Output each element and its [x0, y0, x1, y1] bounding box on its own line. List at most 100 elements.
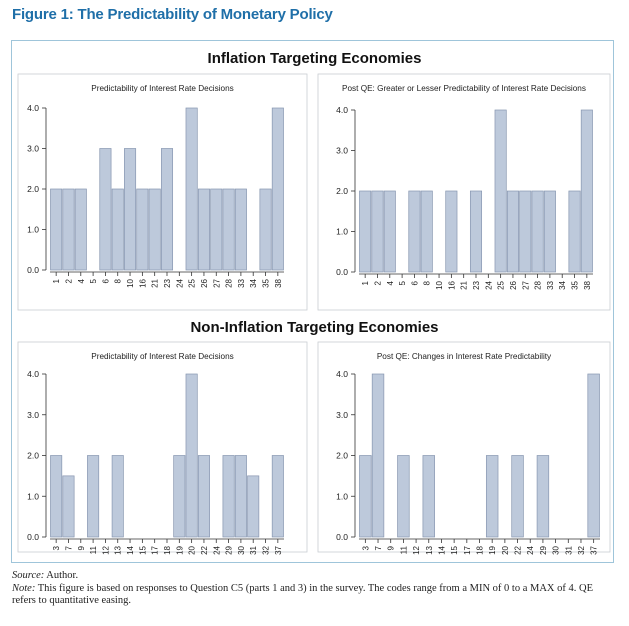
bar-nit-predictability-20 [185, 373, 198, 538]
bar-it-predictability-4 [74, 188, 87, 271]
bar-nit-predictability-31 [247, 475, 260, 538]
panel-border-nit-post-qe [317, 341, 611, 553]
bar-nit-post-qe-13 [422, 455, 435, 538]
y-tick-label-it-predictability: 4.0 [27, 103, 39, 113]
x-tick-label-it-predictability-24: 24 [175, 278, 184, 287]
x-tick-label-nit-post-qe-29: 29 [539, 545, 548, 554]
bar-it-predictability-38 [271, 107, 284, 271]
x-tick-label-it-predictability-16: 16 [138, 278, 147, 287]
y-tick-label-it-post-qe: 3.0 [336, 146, 348, 156]
x-tick-label-it-predictability-38: 38 [274, 278, 283, 287]
x-tick-label-it-post-qe-34: 34 [558, 280, 567, 289]
x-tick-label-nit-predictability-32: 32 [262, 545, 271, 554]
bar-it-predictability-1 [50, 188, 63, 271]
x-tick-label-nit-post-qe-18: 18 [476, 545, 485, 554]
x-tick-label-it-predictability-5: 5 [89, 278, 98, 283]
x-tick-label-nit-predictability-20: 20 [188, 545, 197, 554]
x-tick-label-nit-post-qe-20: 20 [501, 545, 510, 554]
x-tick-label-it-predictability-23: 23 [163, 278, 172, 287]
bar-it-post-qe-26 [506, 190, 519, 273]
y-tick-label-it-predictability: 3.0 [27, 144, 39, 154]
x-tick-label-it-predictability-10: 10 [126, 278, 135, 287]
x-tick-label-nit-predictability-19: 19 [175, 545, 184, 554]
bar-nit-predictability-7 [62, 475, 75, 538]
x-tick-label-it-post-qe-33: 33 [546, 280, 555, 289]
panel-border-nit-predictability [17, 341, 308, 553]
x-tick-label-it-predictability-25: 25 [188, 278, 197, 287]
y-tick-label-it-post-qe: 0.0 [336, 267, 348, 277]
bar-it-post-qe-38 [580, 109, 593, 273]
x-tick-label-nit-predictability-12: 12 [101, 545, 110, 554]
bar-it-predictability-28 [222, 188, 235, 271]
y-tick-label-nit-predictability: 0.0 [27, 532, 39, 542]
y-tick-label-nit-predictability: 4.0 [27, 369, 39, 379]
x-tick-label-nit-post-qe-37: 37 [590, 545, 599, 554]
bar-it-predictability-10 [124, 148, 137, 271]
bar-it-predictability-35 [259, 188, 272, 271]
x-tick-label-it-predictability-26: 26 [200, 278, 209, 287]
x-tick-label-nit-post-qe-7: 7 [374, 545, 383, 550]
x-tick-label-it-post-qe-23: 23 [472, 280, 481, 289]
panel-title-nit-post-qe: Post QE: Changes in Interest Rate Predic… [377, 352, 552, 361]
bar-it-predictability-21 [148, 188, 161, 271]
panel-border-it-predictability [17, 73, 308, 311]
y-tick-label-it-predictability: 0.0 [27, 265, 39, 275]
x-tick-label-nit-post-qe-11: 11 [399, 545, 408, 554]
bar-it-predictability-25 [185, 107, 198, 271]
bar-nit-post-qe-19 [485, 455, 499, 538]
x-tick-label-nit-predictability-18: 18 [163, 545, 172, 554]
bar-nit-post-qe-11 [397, 455, 410, 538]
section-title-inflation-targeting: Inflation Targeting Economies [207, 50, 422, 67]
x-tick-label-it-post-qe-25: 25 [497, 280, 506, 289]
bar-it-post-qe-1 [359, 190, 372, 273]
x-tick-label-nit-post-qe-3: 3 [361, 545, 370, 550]
y-tick-label-nit-post-qe: 4.0 [336, 369, 348, 379]
x-tick-label-nit-post-qe-19: 19 [488, 545, 497, 554]
bar-it-predictability-6 [99, 148, 112, 271]
bar-it-post-qe-4 [383, 190, 396, 273]
x-tick-label-it-predictability-1: 1 [52, 278, 61, 283]
section-title-non-inflation-targeting: Non-Inflation Targeting Economies [190, 319, 439, 336]
x-tick-label-nit-predictability-31: 31 [249, 545, 258, 554]
x-tick-label-it-post-qe-10: 10 [435, 280, 444, 289]
bar-it-post-qe-27 [519, 190, 532, 273]
x-tick-label-nit-predictability-17: 17 [151, 545, 160, 554]
bar-nit-post-qe-37 [587, 373, 600, 538]
panel-title-nit-predictability: Predictability of Interest Rate Decision… [91, 352, 233, 361]
x-tick-label-it-predictability-28: 28 [225, 278, 234, 287]
y-tick-label-nit-post-qe: 1.0 [336, 491, 348, 501]
y-tick-label-it-post-qe: 1.0 [336, 227, 348, 237]
x-tick-label-nit-post-qe-24: 24 [526, 545, 535, 554]
bar-it-post-qe-33 [543, 190, 556, 273]
x-tick-label-it-post-qe-38: 38 [583, 280, 592, 289]
y-tick-label-it-predictability: 2.0 [27, 184, 39, 194]
bar-it-post-qe-2 [371, 190, 384, 273]
x-tick-label-nit-predictability-29: 29 [225, 545, 234, 554]
x-tick-label-nit-post-qe-9: 9 [387, 545, 396, 550]
bar-nit-predictability-11 [87, 455, 100, 538]
figure-title: Figure 1: The Predictability of Monetary… [12, 6, 333, 23]
x-tick-label-nit-post-qe-30: 30 [552, 545, 561, 554]
bar-nit-post-qe-22 [511, 455, 524, 538]
bar-it-post-qe-23 [469, 190, 483, 273]
bar-it-post-qe-25 [494, 109, 507, 273]
y-tick-label-nit-post-qe: 2.0 [336, 451, 348, 461]
bar-nit-predictability-37 [271, 455, 284, 538]
panel-border-it-post-qe [317, 73, 611, 311]
x-tick-label-it-post-qe-27: 27 [521, 280, 530, 289]
bar-it-post-qe-28 [531, 190, 544, 273]
x-tick-label-nit-predictability-13: 13 [114, 545, 123, 554]
bar-nit-post-qe-29 [536, 455, 550, 538]
x-tick-label-nit-post-qe-15: 15 [450, 545, 459, 554]
x-tick-label-nit-predictability-3: 3 [52, 545, 61, 550]
x-tick-label-nit-post-qe-13: 13 [425, 545, 434, 554]
y-tick-label-nit-predictability: 2.0 [27, 451, 39, 461]
y-tick-label-it-post-qe: 2.0 [336, 186, 348, 196]
x-tick-label-it-post-qe-16: 16 [447, 280, 456, 289]
source-label: Source: [12, 570, 45, 581]
x-tick-label-it-predictability-2: 2 [64, 278, 73, 283]
y-tick-label-it-predictability: 1.0 [27, 225, 39, 235]
bar-it-predictability-2 [62, 188, 75, 271]
x-tick-label-it-post-qe-2: 2 [373, 280, 382, 285]
bar-it-post-qe-35 [568, 190, 581, 273]
